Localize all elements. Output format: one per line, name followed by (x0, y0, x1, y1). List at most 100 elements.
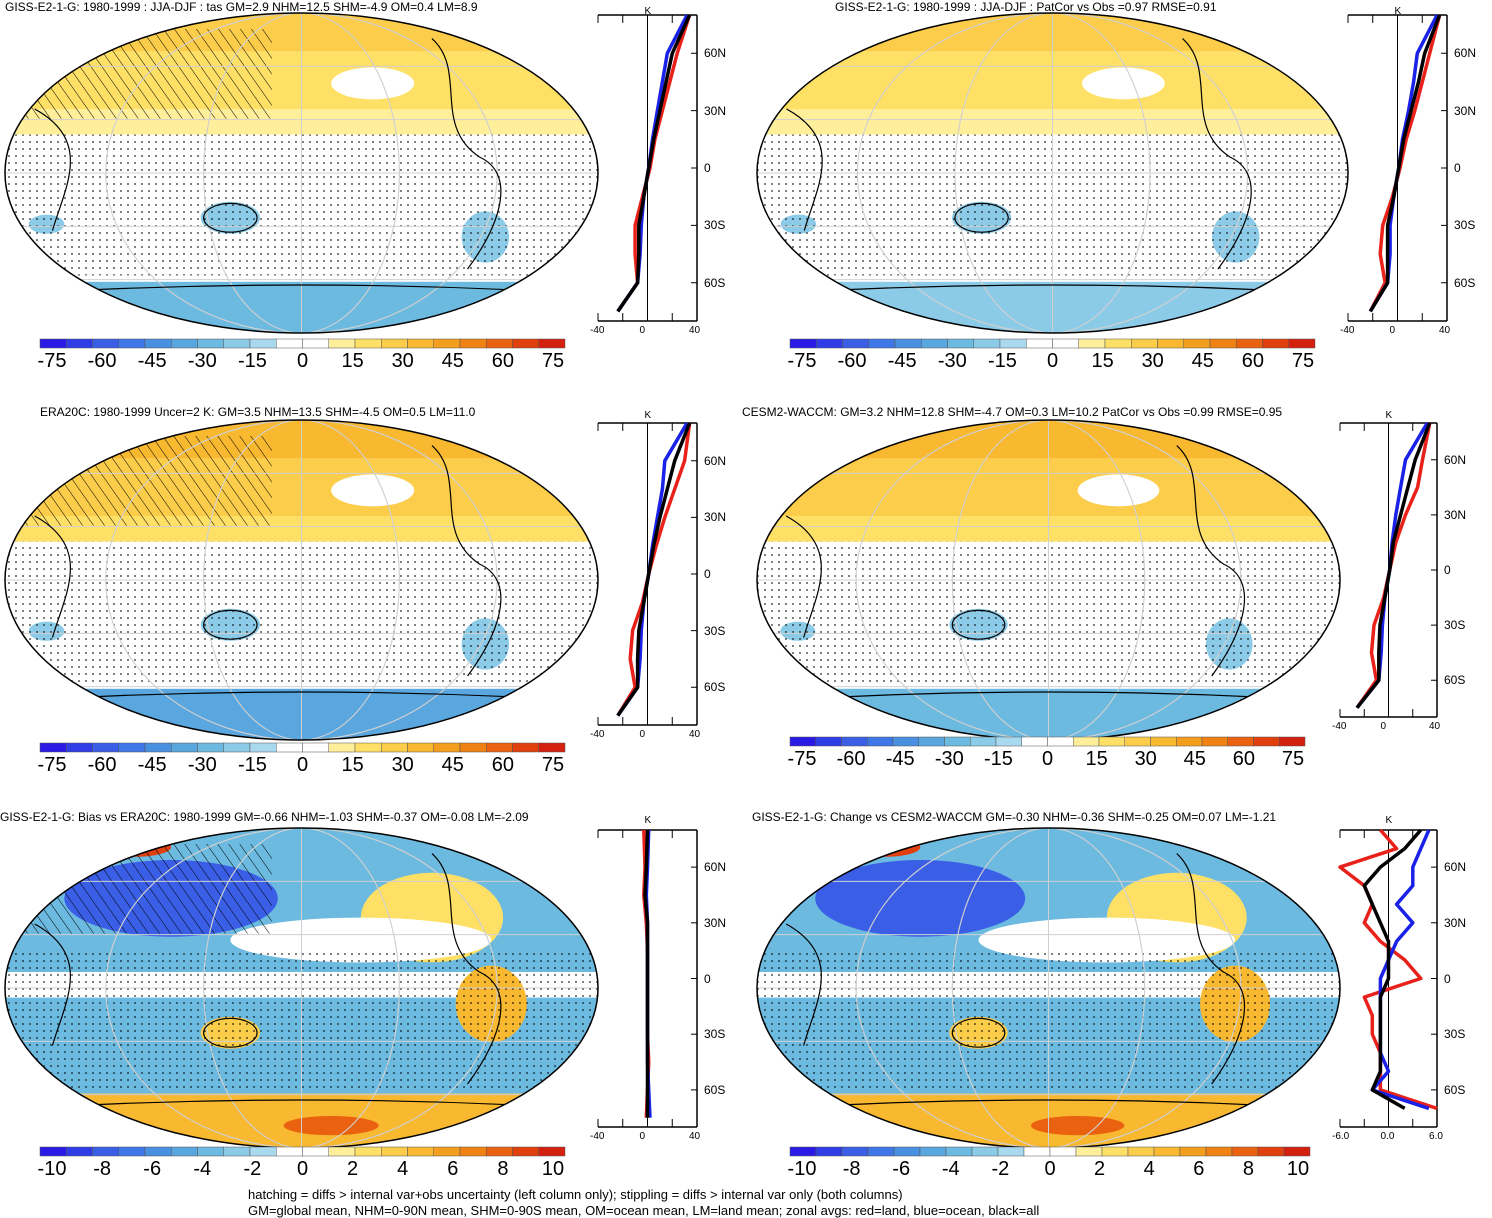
colorbar-tick-label: 75 (1291, 350, 1315, 372)
profile-lat-label: 0 (1444, 971, 1451, 986)
profile-lat-label: 30N (1454, 103, 1477, 118)
map-mr (757, 420, 1340, 740)
colorbar-cell (1231, 1146, 1259, 1157)
colorbar-tick-label: 45 (1191, 350, 1214, 372)
colorbar-cell (945, 1146, 973, 1157)
coast-africa (34, 108, 72, 231)
coast-africa (785, 923, 822, 1046)
colorbar-tick-label: -45 (137, 350, 167, 372)
colorbar-cell (1101, 1146, 1129, 1157)
profile-series-all (1368, 14, 1442, 313)
colorbar-tick-label: -2 (243, 1158, 262, 1180)
profile-lat-label: 0 (704, 971, 711, 986)
profile-x-label: 40 (1439, 325, 1451, 336)
colorbar-cell (433, 1146, 461, 1157)
colorbar-tick-label: 75 (1281, 748, 1305, 770)
colorbar-cell (459, 338, 487, 349)
profile-lat-label: 60N (704, 453, 727, 468)
colorbar-cell (276, 338, 303, 349)
colorbar-tick-label: -4 (193, 1158, 212, 1180)
colorbar-tick-label: 0 (296, 754, 309, 776)
profile-x-label: -40 (590, 325, 605, 336)
colorbar-cell (1047, 736, 1074, 747)
colorbar-cell (354, 742, 382, 753)
colorbar-cell (1257, 1146, 1285, 1157)
coast-americas (1182, 38, 1252, 270)
colorbar-tick-label: -6 (892, 1158, 911, 1180)
colorbar-tick-label: 45 (441, 754, 464, 776)
profile-x-label: 40 (689, 729, 701, 740)
colorbar-cell (197, 742, 224, 753)
profile-lat-label: 60S (704, 275, 726, 290)
colorbar-cell (381, 338, 408, 349)
map-graticule (757, 13, 1348, 333)
colorbar-cell (486, 742, 513, 753)
profile-lat-label: 30N (704, 915, 727, 930)
profile-x-label: -40 (590, 729, 605, 740)
colorbar-cell (1253, 736, 1280, 747)
colorbar-cell (1176, 736, 1203, 747)
profile-x-label: -40 (1340, 325, 1355, 336)
colorbar-tick-label: 4 (397, 1158, 409, 1180)
colorbar-cell (1288, 338, 1316, 349)
map-bl (5, 828, 598, 1148)
colorbar-tick-label: -10 (37, 1158, 67, 1180)
colorbar-tick-label: -2 (991, 1158, 1010, 1180)
profile-tr (1347, 14, 1448, 322)
profile-lat-label: 30S (704, 218, 726, 233)
colorbar-cell (92, 742, 119, 753)
colorbar-cell (39, 1146, 67, 1157)
profile-x-label: -40 (1332, 721, 1347, 732)
colorbar-cell (867, 736, 894, 747)
profile-mr (1339, 422, 1438, 718)
profile-lat-label: 30N (704, 103, 727, 118)
profile-lat-label: 60N (704, 860, 727, 875)
profile-ml (597, 422, 698, 726)
map-outline (4, 419, 599, 741)
colorbar-cell (1049, 1146, 1077, 1157)
panel-ml (4, 419, 698, 753)
panel-mr (756, 419, 1438, 747)
colorbar-tick-label: -75 (37, 350, 67, 372)
colorbar-cell (276, 1146, 303, 1157)
colorbar-cell (512, 1146, 539, 1157)
colorbar-mr (789, 736, 1306, 747)
profile-series-all (1362, 828, 1423, 1110)
colorbar-cell (407, 1146, 434, 1157)
profile-lat-label: 60S (1444, 1082, 1466, 1097)
colorbar-cell (1124, 736, 1151, 747)
profile-unit-label: K (1394, 6, 1402, 17)
colorbar-cell (249, 1146, 277, 1157)
colorbar-tick-label: -45 (137, 754, 167, 776)
profile-lat-label: 30S (704, 1027, 726, 1042)
colorbar-cell (893, 1146, 921, 1157)
colorbar-tick-label: -30 (934, 748, 964, 770)
profile-br (1338, 828, 1438, 1128)
colorbar-tick-label: 30 (391, 754, 414, 776)
colorbar-tick-label: 60 (491, 350, 515, 372)
colorbar-ml (39, 742, 566, 753)
colorbar-cell (1131, 338, 1158, 349)
colorbar-cell (171, 742, 198, 753)
colorbar-tick-label: 10 (541, 1158, 565, 1180)
colorbar-cell (892, 736, 919, 747)
colorbar-cell (894, 338, 922, 349)
profile-lat-label: 60S (704, 680, 726, 695)
colorbar-cell (999, 338, 1027, 349)
colorbar-cell (1183, 338, 1211, 349)
colorbar-tick-label: 45 (1183, 748, 1206, 770)
colorbar-cell (171, 338, 198, 349)
map-outline (4, 12, 599, 334)
colorbar-cell (1098, 736, 1125, 747)
colorbar-cell (944, 736, 971, 747)
colorbar-cell (433, 338, 461, 349)
colorbar-cell (197, 1146, 224, 1157)
colorbar-cell (1023, 1146, 1051, 1157)
colorbar-cell (118, 1146, 146, 1157)
colorbar-cell (223, 1146, 251, 1157)
profile-x-label: 0 (639, 1131, 646, 1142)
colorbar-tick-label: -15 (237, 350, 267, 372)
profile-series-all (616, 422, 692, 717)
colorbar-tick-label: 30 (1141, 350, 1164, 372)
map-outline (756, 12, 1349, 334)
